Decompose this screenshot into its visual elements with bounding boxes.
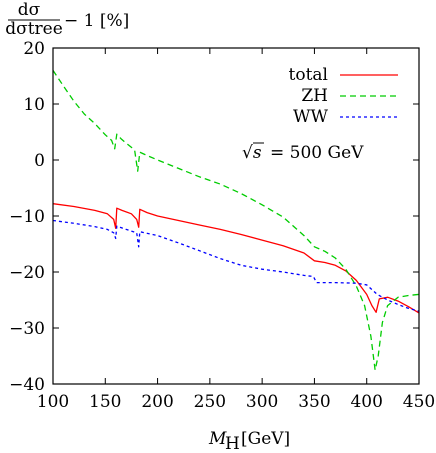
- annotation-sqrt-s-value: = 500 GeV: [270, 143, 364, 163]
- axis-ticks: 100 150 200 250 300 350 400 45020100−10−20−30−4…: [9, 39, 435, 412]
- y-tick-label: −20: [9, 263, 45, 283]
- y-tick-label: 10: [23, 95, 45, 115]
- plot-frame: [52, 47, 420, 385]
- y-tick-label: −40: [9, 375, 45, 395]
- x-axis-title-subscript: H: [225, 434, 240, 453]
- annotation-sqrt-s: √s = 500 GeV: [242, 142, 364, 163]
- x-tick-label: 200: [141, 392, 173, 412]
- y-axis-title-rest: − 1 [%]: [64, 11, 129, 31]
- y-tick-label: 0: [34, 151, 45, 171]
- y-axis-title-denominator: dσtree: [5, 19, 63, 39]
- x-axis-title-unit: [GeV]: [241, 429, 290, 449]
- series-line-total: [52, 203, 420, 314]
- x-axis-title-main: M: [208, 429, 227, 449]
- y-tick-label: 20: [23, 39, 45, 59]
- x-tick-label: 250: [194, 392, 226, 412]
- plot-lines: [52, 70, 420, 371]
- x-tick-label: 350: [298, 392, 330, 412]
- y-axis-title-numerator: dσ: [18, 0, 41, 20]
- legend: total ZH WW: [289, 65, 398, 127]
- x-tick-label: 300: [246, 392, 278, 412]
- legend-label-total: total: [289, 65, 328, 85]
- annotation-sqrt-s-symbol: √s: [242, 143, 262, 163]
- y-tick-label: −10: [9, 207, 45, 227]
- x-tick-label: 450: [403, 392, 435, 412]
- y-tick-label: −30: [9, 319, 45, 339]
- series-line-ww: [52, 219, 420, 312]
- x-axis-title: M H [GeV]: [208, 429, 290, 453]
- x-tick-label: 100: [37, 392, 69, 412]
- legend-label-ww: WW: [293, 107, 328, 127]
- x-tick-label: 150: [89, 392, 121, 412]
- x-tick-label: 400: [350, 392, 382, 412]
- series-line-zh: [52, 70, 420, 371]
- y-axis-title: dσ dσtree − 1 [%]: [5, 0, 129, 39]
- legend-label-zh: ZH: [301, 86, 328, 106]
